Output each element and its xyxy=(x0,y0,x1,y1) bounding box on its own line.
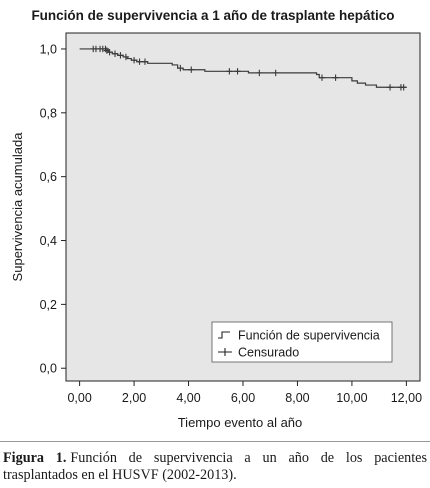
legend-box xyxy=(211,321,393,363)
censor-markers xyxy=(90,45,407,91)
figure-caption: Figura 1. Función de supervivencia a un a… xyxy=(3,450,427,484)
caption-text: Función de supervivencia a un año de los… xyxy=(3,450,427,483)
y-tick-label: 0,0 xyxy=(40,362,57,376)
survival-chart: Función de supervivencia a 1 año de tras… xyxy=(10,8,422,430)
y-axis-label: Supervivencia acumulada xyxy=(10,132,25,282)
x-tick-label: 2,00 xyxy=(122,391,146,405)
censor-marker xyxy=(332,74,339,81)
x-tick-label: 4,00 xyxy=(176,391,200,405)
censor-marker xyxy=(122,53,130,61)
censor-marker xyxy=(130,56,138,64)
censor-marker xyxy=(256,69,263,77)
censor-marker xyxy=(106,48,113,56)
y-tick-label: 0,8 xyxy=(40,106,57,120)
censor-marker xyxy=(188,66,195,73)
x-tick-label: 10,00 xyxy=(336,391,367,405)
x-tick-label: 0,00 xyxy=(67,391,91,405)
legend-label-survival: Función de supervivencia xyxy=(238,329,380,343)
chart-title: Función de supervivencia a 1 año de tras… xyxy=(31,8,394,23)
censor-marker xyxy=(400,84,407,91)
y-axis: 0,0 0,2 0,4 0,6 0,8 1,0 xyxy=(40,42,66,376)
censor-marker xyxy=(318,74,326,81)
censor-marker xyxy=(117,52,124,59)
censor-marker xyxy=(226,68,233,75)
x-tick-label: 8,00 xyxy=(285,391,309,405)
censor-marker xyxy=(111,50,119,57)
x-tick-label: 12,00 xyxy=(391,391,422,405)
censor-marker xyxy=(386,84,394,91)
legend-swatch-censor xyxy=(218,348,232,356)
censor-marker xyxy=(136,58,143,65)
censor-marker xyxy=(272,69,279,77)
censor-marker xyxy=(177,64,184,72)
legend-label-censored: Censurado xyxy=(238,346,299,360)
legend: Función de supervivencia Censurado xyxy=(211,321,393,363)
x-axis-label: Tiempo evento al año xyxy=(178,415,303,430)
y-tick-label: 0,2 xyxy=(40,298,57,312)
x-tick-label: 6,00 xyxy=(231,391,255,405)
caption-label: Figura 1. xyxy=(3,450,67,466)
caption-divider xyxy=(0,441,430,442)
y-tick-label: 0,4 xyxy=(40,234,57,248)
censor-marker xyxy=(234,68,241,75)
x-axis: 0,00 2,00 4,00 6,00 8,00 10,00 12,00 xyxy=(67,381,422,405)
censor-marker xyxy=(141,58,149,65)
y-tick-label: 1,0 xyxy=(40,42,57,56)
y-tick-label: 0,6 xyxy=(40,170,57,184)
legend-swatch-step xyxy=(218,331,230,339)
